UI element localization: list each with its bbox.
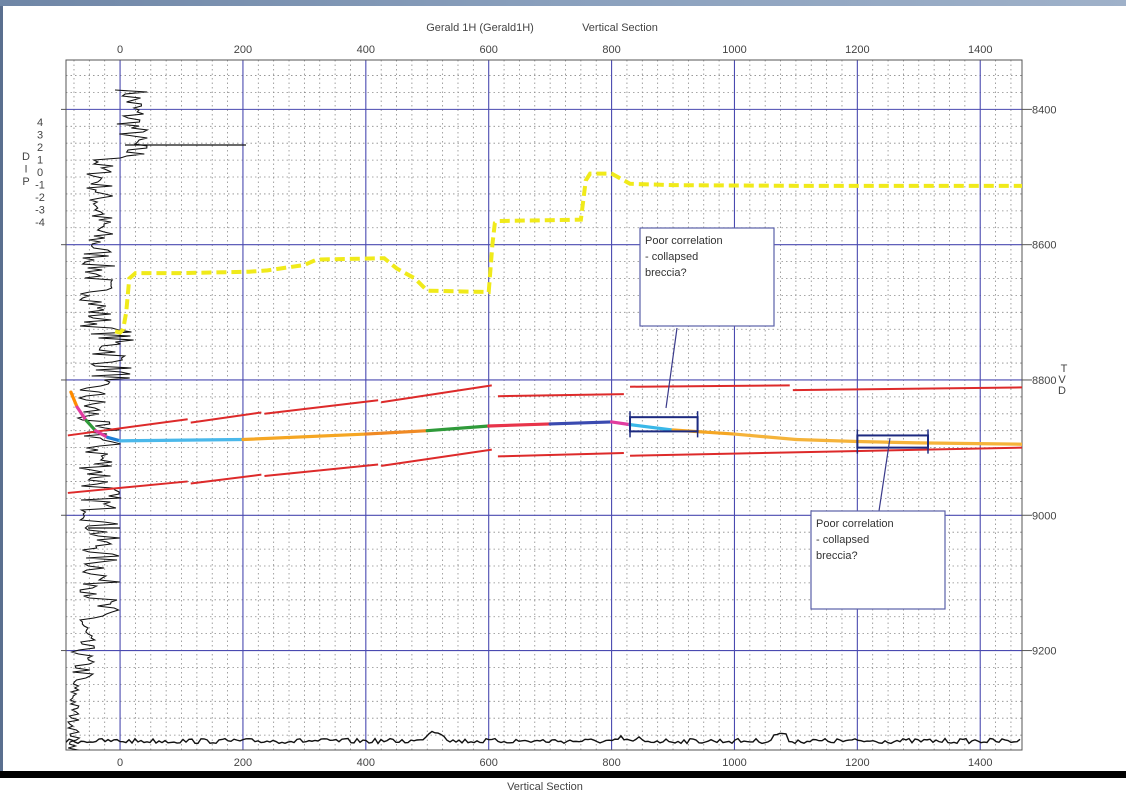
chart-subtitle: Vertical Section [582, 22, 658, 34]
bottom-formation-segment [630, 448, 1023, 456]
x-tick-label-top: 0 [117, 44, 123, 56]
horizon-segment [796, 440, 857, 442]
top-formation-segment [498, 394, 624, 396]
x-tick-label-top: 1200 [845, 44, 869, 56]
axes-layer: 0 0 200 200 400 400 600 600 800 800 1000 1000 1200 12… [22, 44, 1068, 769]
callout-text: breccia? [645, 267, 687, 279]
annotations-layer: Poor correlation - collapsed breccia? Poor … [640, 228, 945, 609]
y-tick-label: 9000 [1032, 510, 1056, 522]
dip-tick-label: 0 [37, 167, 43, 179]
y-tick-label: 8600 [1032, 240, 1056, 252]
horizon-segment [86, 421, 95, 431]
horizon-segment [919, 443, 1023, 444]
x-tick-label-top: 600 [480, 44, 498, 56]
top-formation-segment [381, 385, 492, 402]
x-tick-label-top: 800 [602, 44, 620, 56]
x-axis-label: Vertical Section [507, 781, 583, 793]
horizon-segment [489, 424, 550, 426]
callout-text: Poor correlation [816, 518, 894, 530]
horizon-segment [108, 437, 120, 440]
x-tick-label-bottom: 200 [234, 757, 252, 769]
dip-tick-label: 3 [37, 130, 43, 142]
callout-text: Poor correlation [645, 235, 723, 247]
well-path-line [115, 174, 1023, 333]
dip-axis-label-letter: D [22, 151, 30, 163]
bottom-formation-segment [191, 475, 262, 484]
x-tick-label-bottom: 1000 [722, 757, 746, 769]
callout-leader [666, 328, 677, 408]
horizontal-log-trace [66, 731, 1020, 743]
x-tick-label-top: 400 [357, 44, 375, 56]
horizon-segment [612, 422, 630, 425]
y-tick-label: 8400 [1032, 104, 1056, 116]
dip-tick-label: 1 [37, 155, 43, 167]
horizon-segment [366, 431, 427, 434]
callout-text: breccia? [816, 550, 858, 562]
x-tick-label-bottom: 1400 [968, 757, 992, 769]
x-tick-label-top: 200 [234, 44, 252, 56]
bottom-formation-segment [381, 450, 492, 466]
dip-tick-label: -2 [35, 192, 45, 204]
grid [66, 60, 1022, 750]
callout-text: - collapsed [816, 534, 869, 546]
bottom-formation-segment [498, 453, 624, 456]
horizon-segment [120, 440, 243, 441]
dip-tick-label: -1 [35, 180, 45, 192]
dip-tick-label: -4 [35, 217, 45, 229]
x-tick-label-top: 1000 [722, 44, 746, 56]
y-tick-label: 9200 [1032, 646, 1056, 658]
dip-tick-label: 2 [37, 142, 43, 154]
chart-title: Gerald 1H (Gerald1H) [426, 22, 534, 34]
horizon-segment [550, 422, 611, 424]
y-axis-label-letter: D [1058, 385, 1066, 397]
y-tick-label: 8800 [1032, 375, 1056, 387]
callout-text: - collapsed [645, 251, 698, 263]
x-tick-label-bottom: 800 [602, 757, 620, 769]
bottom-formation-segment [264, 465, 378, 477]
top-formation-segment [630, 385, 790, 386]
x-tick-label-bottom: 400 [357, 757, 375, 769]
top-formation-segment [264, 400, 378, 414]
dip-tick-label: 4 [37, 117, 43, 129]
plot-frame [66, 60, 1022, 750]
x-tick-label-bottom: 600 [480, 757, 498, 769]
horizon-segment [857, 442, 918, 443]
dip-axis-label-letter: I [24, 164, 27, 176]
x-tick-label-top: 1400 [968, 44, 992, 56]
data-layer [66, 90, 1023, 752]
bottom-formation-segment [68, 481, 188, 493]
dip-axis-label-letter: P [22, 176, 29, 188]
horizon-segment [630, 425, 673, 430]
x-tick-label-bottom: 1200 [845, 757, 869, 769]
x-tick-label-bottom: 0 [117, 757, 123, 769]
dip-tick-label: -3 [35, 205, 45, 217]
top-formation-segment [793, 387, 1023, 390]
